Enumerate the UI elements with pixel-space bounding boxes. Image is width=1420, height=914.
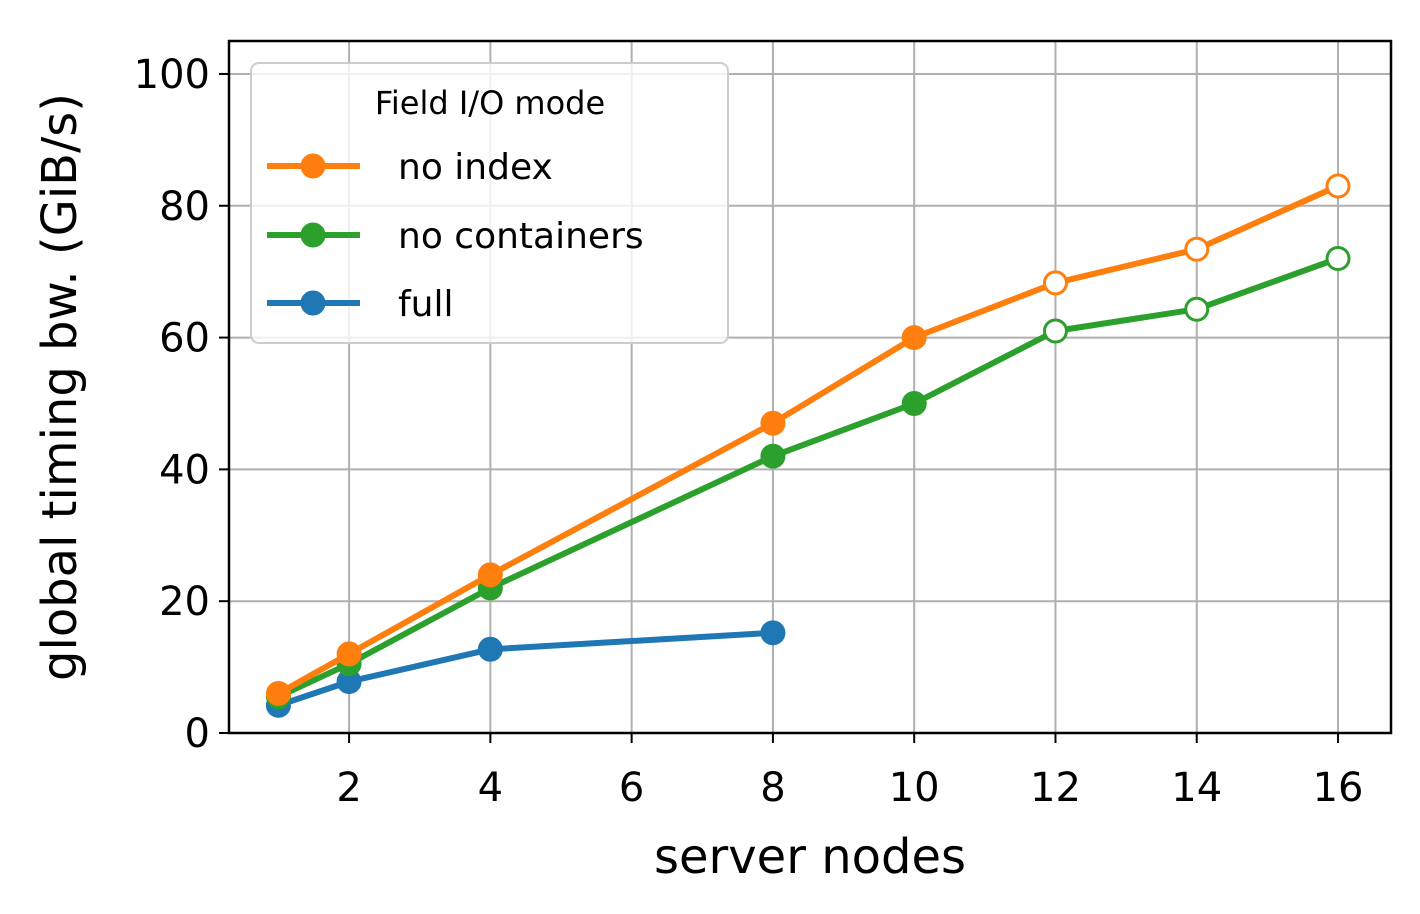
data-point [1184, 236, 1210, 262]
legend-label: full [398, 284, 454, 325]
x-tick-label: 14 [1171, 765, 1222, 811]
data-point [760, 443, 786, 469]
plot-frame [227, 39, 1393, 735]
series-line-no-index [274, 182, 1342, 698]
x-tick-label: 12 [1030, 765, 1081, 811]
legend-marker [300, 290, 326, 316]
x-tick-label: 16 [1313, 765, 1364, 811]
series-no-index [265, 173, 1351, 706]
data-point [760, 620, 786, 646]
data-point [477, 636, 503, 662]
legend-item-no-containers: no containers [267, 216, 644, 257]
data-point [477, 562, 503, 588]
y-axis-title: global timing bw. (GiB/s) [32, 93, 88, 681]
legend-label: no containers [398, 216, 644, 257]
data-series [265, 173, 1351, 718]
data-point [1184, 296, 1210, 322]
y-tick-label: 100 [134, 52, 210, 98]
data-point [1042, 270, 1068, 296]
x-tick-label: 10 [889, 765, 940, 811]
series-line-full [274, 629, 777, 710]
data-point [1325, 245, 1351, 271]
axis-ticks: 2 4 6 8 10 12 14 16 0 20 40 60 80 100 [134, 52, 1364, 811]
x-tick-label: 8 [760, 765, 785, 811]
data-point [760, 410, 786, 436]
x-tick-label: 4 [478, 765, 503, 811]
legend-box [250, 62, 729, 344]
legend: Field I/O mode no index no containers full [250, 62, 729, 344]
data-point [1325, 173, 1351, 199]
x-tick-label: 6 [619, 765, 644, 811]
series-line-no-containers [274, 254, 1342, 701]
data-point [1042, 318, 1068, 344]
data-point [336, 641, 362, 667]
legend-item-full: full [267, 284, 454, 325]
x-tick-label: 2 [336, 765, 361, 811]
y-tick-label: 80 [159, 184, 210, 230]
legend-label: no index [398, 147, 553, 188]
legend-item-no-index: no index [267, 147, 553, 188]
data-point [901, 390, 927, 416]
y-tick-label: 20 [159, 579, 210, 625]
y-tick-label: 0 [185, 711, 210, 757]
legend-marker [300, 153, 326, 179]
data-point [265, 680, 291, 706]
legend-title: Field I/O mode [375, 84, 605, 122]
legend-marker [300, 222, 326, 248]
y-tick-label: 60 [159, 316, 210, 362]
legend-entries: no index no containers full [267, 147, 644, 325]
y-tick-label: 40 [159, 447, 210, 493]
x-axis-title: server nodes [654, 829, 966, 885]
data-point [901, 325, 927, 351]
